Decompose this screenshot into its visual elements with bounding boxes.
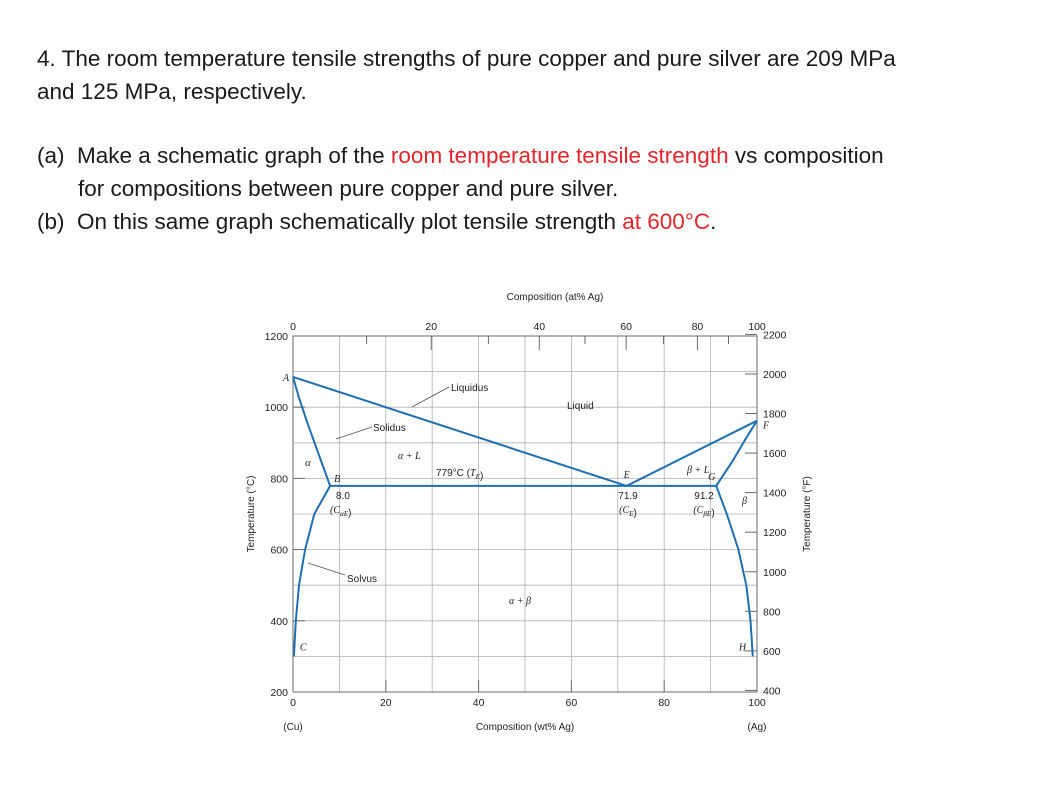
liquid-region-label: Liquid — [567, 401, 594, 412]
right-tick-label: 2000 — [763, 369, 787, 381]
left-tick-label: 200 — [270, 687, 288, 699]
part-b-prefix: (b) On this same graph schematically plo… — [37, 209, 623, 234]
point-label-F: F — [762, 421, 770, 432]
part-b-line: (b) On this same graph schematically plo… — [37, 206, 716, 238]
right-tick-label: 400 — [763, 685, 781, 697]
label-layer: A B C E F G H Liquidus Solidus Solvus Liquid α β α + … — [282, 373, 770, 653]
point-label-C: C — [300, 642, 307, 653]
top-tick-label: 20 — [425, 321, 437, 333]
plot-frame — [292, 335, 758, 693]
liquidus-arrow — [411, 386, 450, 408]
left-tick-label: 800 — [270, 473, 288, 485]
right-tick-label: 1600 — [763, 448, 787, 460]
right-tick-label: 800 — [763, 606, 781, 618]
phase-line-solidus-alpha — [292, 376, 332, 487]
part-b-highlight: at 600°C — [622, 209, 711, 234]
right-tick-label: 1400 — [763, 488, 787, 500]
point-label-H: H — [738, 642, 747, 653]
phase-line-solvus-alpha — [292, 485, 331, 657]
right-tick-label: 600 — [763, 646, 781, 658]
question-line-1: 4. The room temperature tensile strength… — [37, 46, 896, 71]
liquidus-label: Liquidus — [451, 383, 488, 394]
phase-line-solidus-beta — [715, 420, 758, 487]
bottom-tick-label: 40 — [473, 697, 485, 709]
point-label-E: E — [623, 470, 630, 481]
alpha-plus-beta-label: α + β — [509, 596, 531, 607]
part-a-prefix: (a) Make a schematic graph of the — [37, 143, 391, 168]
eutectic-temperature-label: 779°C (TE) — [436, 468, 483, 482]
phase-line-liquidus-left — [292, 375, 627, 487]
top-tick-label: 40 — [533, 321, 545, 333]
beta-plus-liquid-label: β + L — [686, 465, 710, 476]
bottom-axis-label: Composition (wt% Ag) — [476, 722, 574, 733]
part-a-suffix: vs composition — [728, 143, 884, 168]
right-tick-label: 1000 — [763, 567, 787, 579]
bottom-tick-label: 0 — [290, 697, 296, 709]
top-tick-label: 80 — [692, 321, 704, 333]
solidus-label: Solidus — [373, 423, 406, 434]
bottom-tick-label: 100 — [748, 697, 766, 709]
left-tick-label: 400 — [270, 616, 288, 628]
c-e-value: 71.9 — [618, 491, 638, 502]
left-tick-label: 1000 — [265, 402, 289, 414]
phase-line-liquidus-right — [626, 419, 758, 487]
beta-region-label: β — [741, 496, 747, 507]
point-label-B: B — [334, 474, 340, 485]
solidus-arrow — [335, 426, 373, 440]
left-tick-label: 600 — [270, 545, 288, 557]
c-e-symbol: (CE) — [619, 505, 637, 519]
right-tick-label: 2200 — [763, 329, 787, 341]
part-b-suffix: . — [710, 209, 717, 234]
bottom-right-end-label: (Ag) — [748, 722, 767, 733]
bottom-tick-label: 80 — [658, 697, 670, 709]
point-label-G: G — [708, 472, 715, 483]
question-line-2: and 125 MPa, respectively. — [37, 79, 307, 104]
solvus-label: Solvus — [347, 574, 377, 585]
alpha-region-label: α — [305, 457, 311, 469]
part-a-line-2: for compositions between pure copper and… — [78, 176, 619, 201]
point-label-A: A — [282, 373, 290, 384]
top-tick-label: 100 — [748, 321, 766, 333]
solvus-arrow — [307, 562, 346, 576]
right-axis-label: Temperature (°F) — [802, 476, 813, 552]
right-tick-label: 1800 — [763, 409, 787, 421]
left-axis-label: Temperature (°C) — [246, 476, 257, 553]
c-alpha-e-symbol: (CαE) — [330, 505, 352, 519]
part-a-highlight: room temperature tensile strength — [390, 143, 729, 168]
part-a-line-1: (a) Make a schematic graph of the room t… — [37, 140, 884, 172]
phase-line-solvus-beta — [715, 485, 754, 657]
top-axis-label: Composition (at% Ag) — [507, 292, 604, 303]
top-tick-label: 0 — [290, 321, 296, 333]
bottom-tick-label: 60 — [566, 697, 578, 709]
c-alpha-e-value: 8.0 — [336, 491, 350, 502]
right-tick-label: 1200 — [763, 527, 787, 539]
left-tick-label: 1200 — [265, 331, 289, 343]
bottom-left-end-label: (Cu) — [283, 722, 302, 733]
top-tick-label: 60 — [620, 321, 632, 333]
grid-layer — [293, 336, 757, 692]
alpha-plus-liquid-label: α + L — [398, 451, 421, 462]
c-beta-e-value: 91.2 — [694, 491, 714, 502]
c-beta-e-symbol: (CβE) — [693, 505, 714, 519]
bottom-tick-label: 20 — [380, 697, 392, 709]
curve-layer — [292, 375, 758, 657]
